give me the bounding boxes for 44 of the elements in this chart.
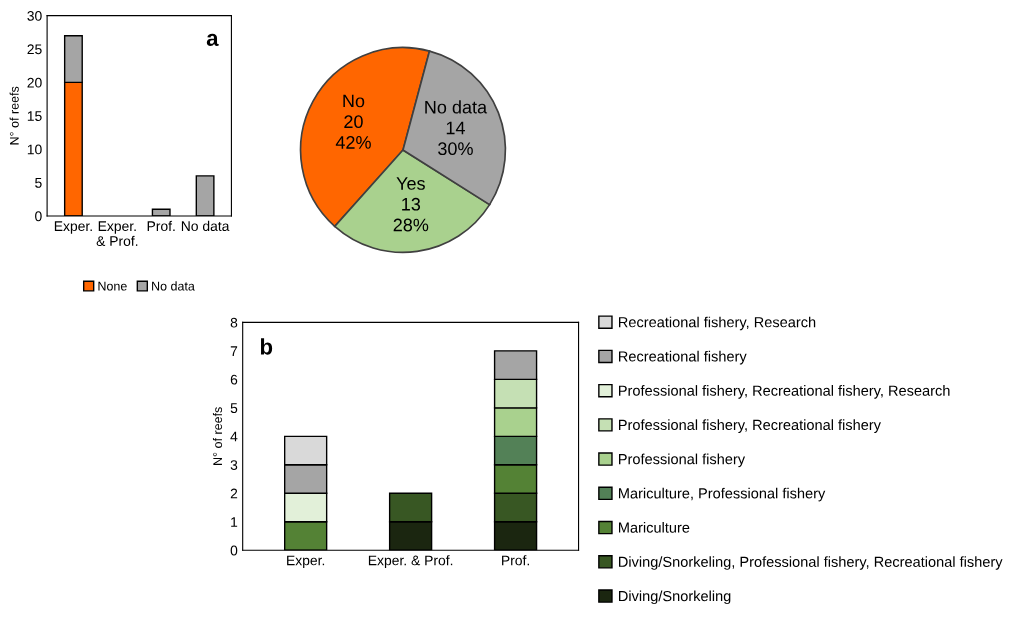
legend-label: No data bbox=[152, 281, 195, 291]
y-tick-label: 0 bbox=[35, 211, 42, 222]
legend-label: Mariculture, Professional fishery bbox=[619, 487, 826, 502]
y-tick-label: 4 bbox=[230, 431, 238, 442]
x-tick-label: Exper. & Prof. bbox=[368, 555, 453, 569]
y-tick-label: 1 bbox=[231, 517, 238, 527]
y-tick-label: 6 bbox=[230, 374, 238, 385]
y-tick-label: 20 bbox=[27, 77, 42, 88]
y-tick-label: 5 bbox=[230, 403, 238, 414]
legend-label: Professional fishery, Recreational fishery, Research bbox=[619, 385, 950, 399]
y-tick-label: 0 bbox=[230, 545, 238, 556]
data-label: 13 28% bbox=[393, 197, 429, 232]
y-tick-label: 8 bbox=[230, 317, 238, 328]
data-label: 20 42% bbox=[335, 115, 371, 149]
legend-label: Diving/Snorkeling bbox=[619, 590, 731, 605]
slice-label: No bbox=[343, 94, 365, 108]
legend-label: None bbox=[98, 281, 127, 291]
legend-label: Recreational fishery, Research bbox=[619, 316, 816, 331]
annotation: b bbox=[260, 338, 273, 355]
y-axis-title: N° of reefs bbox=[9, 86, 19, 145]
y-tick-label: 30 bbox=[27, 10, 42, 21]
y-tick-label: 15 bbox=[27, 111, 42, 121]
legend-label: Recreational fishery bbox=[619, 350, 747, 365]
y-tick-label: 3 bbox=[230, 460, 238, 470]
x-tick-label: Exper. bbox=[287, 555, 325, 569]
legend-label: Professional fishery, Recreational fishery bbox=[619, 419, 881, 433]
legend-label: Professional fishery bbox=[619, 453, 746, 468]
x-tick-label: Prof. bbox=[147, 220, 175, 232]
legend-label: Mariculture bbox=[619, 522, 690, 533]
slice-label: No data bbox=[425, 100, 488, 114]
x-tick-label: Exper. & Prof. bbox=[96, 221, 138, 246]
legend-label: Diving/Snorkeling, Professional fishery, Recreational fishery bbox=[619, 556, 1003, 570]
x-tick-label: No data bbox=[181, 220, 230, 232]
y-axis-title: N° of reefs bbox=[212, 407, 223, 465]
y-tick-label: 2 bbox=[230, 488, 238, 499]
x-tick-label: Exper. bbox=[54, 221, 92, 234]
y-tick-label: 10 bbox=[27, 144, 42, 155]
y-tick-label: 7 bbox=[230, 346, 238, 356]
x-tick-label: Prof. bbox=[502, 555, 529, 566]
y-tick-label: 25 bbox=[27, 44, 42, 55]
slice-label: Yes bbox=[396, 177, 425, 190]
annotation: a bbox=[206, 33, 219, 46]
y-tick-label: 5 bbox=[35, 178, 42, 188]
data-label: 14 30% bbox=[438, 121, 473, 156]
